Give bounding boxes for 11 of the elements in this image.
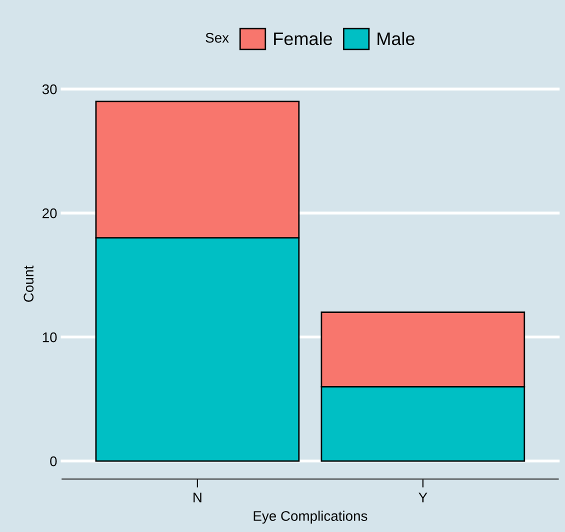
y-tick-label: 0 <box>50 456 57 466</box>
x-tick-label: Y <box>418 492 428 502</box>
y-tick-label: 30 <box>42 84 57 94</box>
x-tick-label: N <box>194 492 202 502</box>
legend-label: Male <box>378 32 414 46</box>
y-tick-label: 20 <box>42 208 57 218</box>
legend-title: Sex <box>206 32 229 43</box>
legend-label: Female <box>274 32 332 46</box>
y-tick-label: 10 <box>42 332 57 342</box>
y-axis-title: Count <box>24 266 34 302</box>
x-axis-title: Eye Complications <box>254 510 368 524</box>
